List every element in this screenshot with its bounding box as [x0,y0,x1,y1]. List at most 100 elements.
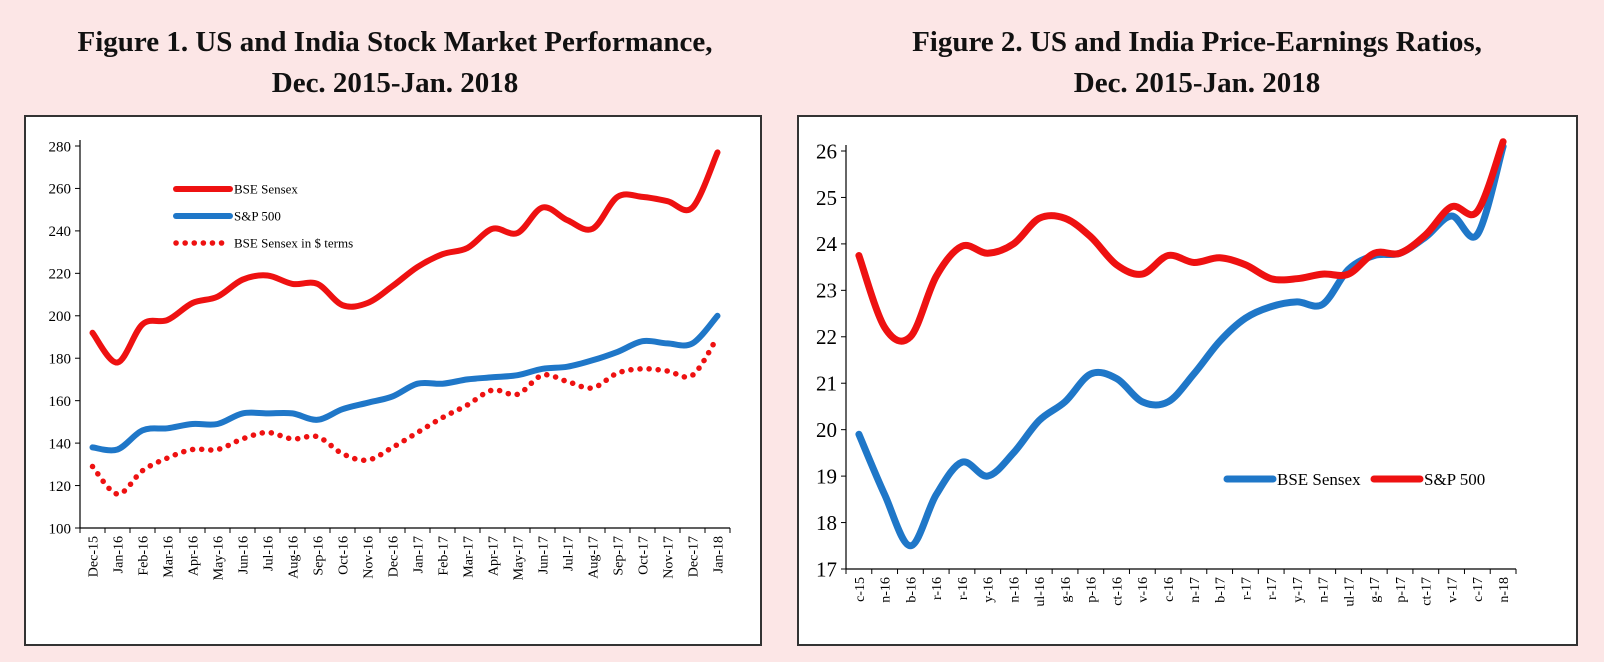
figure2-point-s-p-500 [1245,264,1246,265]
figure2-x-tick-label: c-15 [853,577,868,602]
figure2-x-tick-label: r-16 [956,577,971,600]
figure2-point-bse-sensex [1348,269,1349,270]
figure1-y-tick-label: 160 [49,394,72,410]
figure1-point-bse-sensex [342,305,343,306]
figure1-x-tick-label: Feb-16 [136,536,151,576]
figure1-x-tick-label: Mar-17 [461,536,476,578]
figure2-series-bse-sensex [855,142,1507,550]
figure1-point-s-p-500 [242,413,243,414]
figure2-point-s-p-500 [1090,236,1091,237]
figure1-point-bse-sensex [392,286,393,287]
figure2-point-s-p-500 [1219,257,1220,258]
figure2-point-bse-sensex [858,434,859,435]
figure1-point-bse-sensex [567,220,568,221]
figure1-point-bse-sensex-in-terms [267,432,268,433]
figure2-x-tick-label: v-16 [1136,577,1151,603]
figure1-series-s-p-500 [89,312,721,454]
figure1-point-bse-sensex-in-terms [517,394,518,395]
figure2-y-tick-label: 22 [816,325,837,349]
figure2-point-s-p-500 [858,255,859,256]
figure2-x-tick-label: b-16 [904,577,919,603]
figure2-x-tick-label: r-17 [1265,577,1280,600]
figure1-x-tick-label: Jan-18 [711,536,726,573]
figure1-point-s-p-500 [217,424,218,425]
figure1-title: Figure 1. US and India Stock Market Perf… [0,22,790,104]
figure1-series-bse-sensex [89,149,721,366]
figure1-point-s-p-500 [467,379,468,380]
figure1-point-bse-sensex [492,228,493,229]
figure1-point-bse-sensex [417,266,418,267]
figure2-y-tick-label: 18 [816,511,837,535]
figure2-x-tick-label: n-18 [1497,577,1512,603]
figure1-point-bse-sensex-in-terms [417,432,418,433]
figure2-point-bse-sensex [1168,401,1169,402]
figure1-point-s-p-500 [417,383,418,384]
figure1-point-bse-sensex [692,207,693,208]
figure2-x-tick-label: c-17 [1471,577,1486,602]
figure1-title-line1: Figure 1. US and India Stock Market Perf… [77,26,713,58]
figure1-y-tick-label: 260 [49,182,72,198]
figure1-point-bse-sensex-in-terms [467,404,468,405]
figure1-point-bse-sensex-in-terms [242,438,243,439]
figure2-title: Figure 2. US and India Price-Earnings Ra… [790,22,1604,104]
figure1-x-tick-label: Aug-17 [586,536,601,579]
figure1-x-tick-label: May-16 [211,536,226,580]
figure1-point-bse-sensex-in-terms [567,381,568,382]
figure1-x-tick-label: Dec-15 [86,536,101,577]
figure1-x-tick-label: Jul-16 [261,536,276,571]
figure2-point-s-p-500 [1116,264,1117,265]
figure2-point-s-p-500 [1322,274,1323,275]
figure1-point-bse-sensex [317,283,318,284]
figure1-point-bse-sensex [717,152,718,153]
figure2-point-bse-sensex [1013,452,1014,453]
figure2-point-s-p-500 [1065,218,1066,219]
figure2-legend-label-s-p-500: S&P 500 [1424,470,1485,489]
figure1-series-bse-sensex-in-terms [89,334,721,497]
figure2-y-tick-label: 20 [816,418,837,442]
figure1-point-bse-sensex [517,233,518,234]
figure2-point-s-p-500 [961,246,962,247]
figure2-legend-label-bse-sensex: BSE Sensex [1277,470,1361,489]
figure1-point-s-p-500 [517,375,518,376]
figure1-y-tick-label: 120 [49,479,72,495]
figure1-point-bse-sensex [292,283,293,284]
figure2-x-tick-label: ct-16 [1111,577,1126,606]
figure2-y-tick-label: 19 [816,464,837,488]
figure1-point-bse-sensex [242,279,243,280]
figure1-point-bse-sensex-in-terms [592,387,593,388]
figure1-point-s-p-500 [592,360,593,361]
figure1-y-tick-label: 100 [49,521,72,537]
figure1-x-tick-label: Jan-17 [411,536,426,573]
figure1-point-s-p-500 [192,424,193,425]
figure1-point-bse-sensex [592,228,593,229]
figure1-x-tick-label: Feb-17 [436,536,451,576]
figure2-point-s-p-500 [1271,278,1272,279]
figure1-point-bse-sensex [467,247,468,248]
figure2-x-tick-label: g-16 [1059,577,1074,603]
figure2-point-s-p-500 [1039,218,1040,219]
figure2-x-tick-label: ul-17 [1342,577,1357,607]
figure2-point-s-p-500 [987,253,988,254]
figure2-point-bse-sensex [961,462,962,463]
figure2-title-line2: Dec. 2015-Jan. 2018 [1073,67,1321,99]
figure1-x-tick-label: Mar-16 [161,536,176,578]
figure1-legend-label-s-p-500: S&P 500 [234,209,281,224]
figure1-x-tick-label: Jun-16 [236,536,251,574]
figure2-point-s-p-500 [884,327,885,328]
figure1-point-s-p-500 [317,419,318,420]
figure2-chart: 17 18 19 20 21 22 23 24 25 26 c-15 n-16 b-16 r-16 r-16… [816,138,1517,607]
figure1-point-bse-sensex-in-terms [492,390,493,391]
figure2-x-tick-label: r-17 [1239,577,1254,600]
figure1-point-bse-sensex-in-terms [717,337,718,338]
figure1-point-bse-sensex-in-terms [167,457,168,458]
figure1-point-bse-sensex [617,196,618,197]
figure1-point-bse-sensex [442,254,443,255]
figure2-y-tick-label: 21 [816,372,837,396]
figure2-point-s-p-500 [1374,253,1375,254]
figure1-point-s-p-500 [542,368,543,369]
figure1-point-bse-sensex-in-terms [542,375,543,376]
figure1-y-tick-label: 200 [49,309,72,325]
figure2-point-bse-sensex [987,476,988,477]
figure1-point-s-p-500 [117,449,118,450]
figure1-point-bse-sensex [642,196,643,197]
